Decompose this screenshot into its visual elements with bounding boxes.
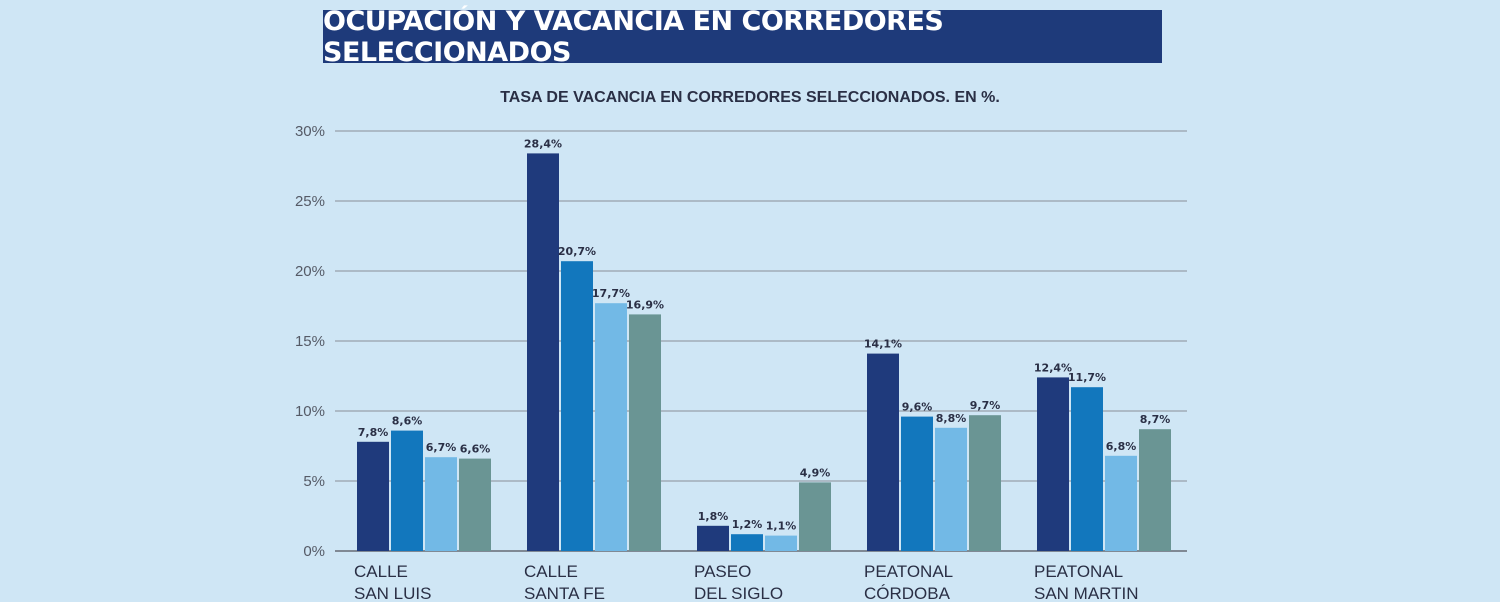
- bar: [765, 535, 797, 551]
- data-label: 4,9%: [800, 466, 831, 479]
- x-category-label: SANTA FE: [524, 584, 605, 602]
- data-label: 1,8%: [698, 510, 729, 523]
- data-label: 9,6%: [902, 401, 933, 414]
- data-label: 8,7%: [1140, 413, 1171, 426]
- bar: [1037, 377, 1069, 551]
- y-tick-label: 25%: [295, 193, 325, 210]
- bar: [1105, 455, 1137, 551]
- bar: [561, 261, 593, 551]
- bar: [595, 303, 627, 551]
- data-label: 17,7%: [592, 287, 630, 300]
- data-label: 12,4%: [1034, 361, 1072, 374]
- chart-subtitle: TASA DE VACANCIA EN CORREDORES SELECCION…: [500, 89, 1000, 106]
- bar: [1139, 429, 1171, 551]
- x-category-label: CÓRDOBA: [864, 584, 951, 602]
- data-label: 6,8%: [1106, 440, 1137, 453]
- bar: [629, 314, 661, 551]
- x-category-label: SAN LUIS: [354, 584, 431, 602]
- data-label: 28,4%: [524, 137, 562, 150]
- x-category-label: PEATONAL: [864, 562, 953, 581]
- data-label: 6,7%: [426, 441, 457, 454]
- bar: [731, 534, 763, 551]
- data-label: 20,7%: [558, 245, 596, 258]
- x-category-label: PEATONAL: [1034, 562, 1123, 581]
- x-category-label: CALLE: [354, 562, 408, 581]
- y-tick-label: 5%: [303, 473, 325, 490]
- bar: [901, 416, 933, 551]
- chart-title: OCUPACIÓN Y VACANCIA EN CORREDORES SELEC…: [323, 5, 944, 68]
- bar: [935, 427, 967, 551]
- data-label: 11,7%: [1068, 371, 1106, 384]
- y-tick-label: 15%: [295, 333, 325, 350]
- bar: [459, 458, 491, 551]
- x-category-label: DEL SIGLO: [694, 584, 783, 602]
- bar: [867, 353, 899, 551]
- chart-title-banner: OCUPACIÓN Y VACANCIA EN CORREDORES SELEC…: [323, 6, 1162, 68]
- data-label: 7,8%: [358, 426, 389, 439]
- data-label: 8,6%: [392, 415, 423, 428]
- bar: [391, 430, 423, 551]
- y-tick-label: 10%: [295, 403, 325, 420]
- bar: [527, 153, 559, 551]
- bar: [425, 457, 457, 551]
- bar: [357, 441, 389, 551]
- data-label: 1,1%: [766, 520, 797, 533]
- x-category-label: CALLE: [524, 562, 578, 581]
- bar: [969, 415, 1001, 551]
- data-label: 1,2%: [732, 518, 763, 531]
- x-category-label: PASEO: [694, 562, 751, 581]
- data-label: 9,7%: [970, 399, 1001, 412]
- data-label: 16,9%: [626, 298, 664, 311]
- data-label: 8,8%: [936, 412, 967, 425]
- y-tick-label: 20%: [295, 263, 325, 280]
- x-category-label: SAN MARTIN: [1034, 584, 1139, 602]
- bar: [1071, 387, 1103, 551]
- data-label: 14,1%: [864, 338, 902, 351]
- bar: [697, 525, 729, 551]
- y-tick-label: 0%: [303, 543, 325, 560]
- data-label: 6,6%: [460, 443, 491, 456]
- bar: [799, 482, 831, 551]
- y-tick-label: 30%: [295, 123, 325, 140]
